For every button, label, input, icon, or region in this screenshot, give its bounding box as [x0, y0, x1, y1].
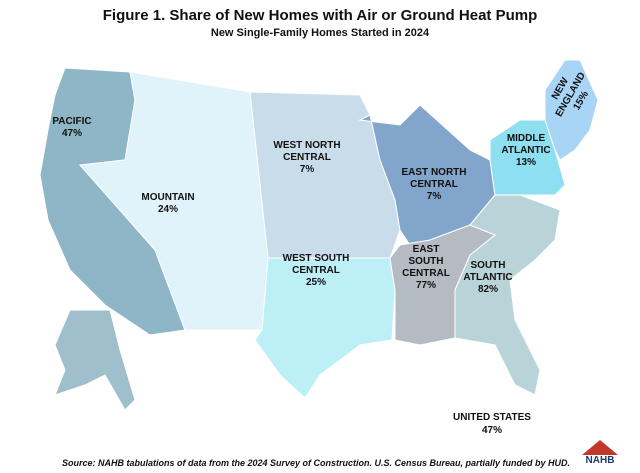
logo: NAHB [586, 455, 615, 466]
region-south-atlantic [454, 194, 561, 396]
region-middle-atlantic [489, 119, 566, 196]
region-name: EAST [413, 244, 440, 255]
region-name: SOUTH [471, 260, 506, 271]
region-name: CENTRAL [283, 152, 331, 163]
region-share: 7% [427, 191, 442, 202]
region-share: 47% [62, 128, 82, 139]
region-name: ATLANTIC [463, 272, 512, 283]
region-name: CENTRAL [410, 179, 458, 190]
region-name: CENTRAL [292, 265, 340, 276]
region-share: 77% [416, 280, 436, 291]
region-new-england [544, 59, 599, 161]
region-share: 24% [158, 204, 178, 215]
total-name: UNITED STATES [453, 412, 531, 423]
region-name: ATLANTIC [501, 145, 550, 156]
source: Source: NAHB tabulations of data from th… [62, 458, 570, 468]
region-name: EAST NORTH [402, 167, 467, 178]
region-name: MOUNTAIN [141, 192, 194, 203]
region-name: WEST NORTH [273, 140, 340, 151]
region-west-north-central [249, 91, 401, 259]
region-share: 82% [478, 284, 498, 295]
region-share: 25% [306, 277, 326, 288]
logo-roof [582, 440, 618, 455]
subtitle: New Single-Family Homes Started in 2024 [211, 27, 430, 39]
region-name: MIDDLE [507, 133, 546, 144]
region-name: PACIFIC [52, 116, 91, 127]
region-name: SOUTH [409, 256, 444, 267]
region-name: WEST SOUTH [283, 253, 350, 264]
region-share: 7% [300, 164, 315, 175]
region-alaska [54, 309, 136, 411]
total-share: 47% [482, 425, 502, 436]
map [39, 59, 599, 411]
region-share: 13% [516, 157, 536, 168]
region-name: CENTRAL [402, 268, 450, 279]
title: Figure 1. Share of New Homes with Air or… [103, 7, 538, 24]
